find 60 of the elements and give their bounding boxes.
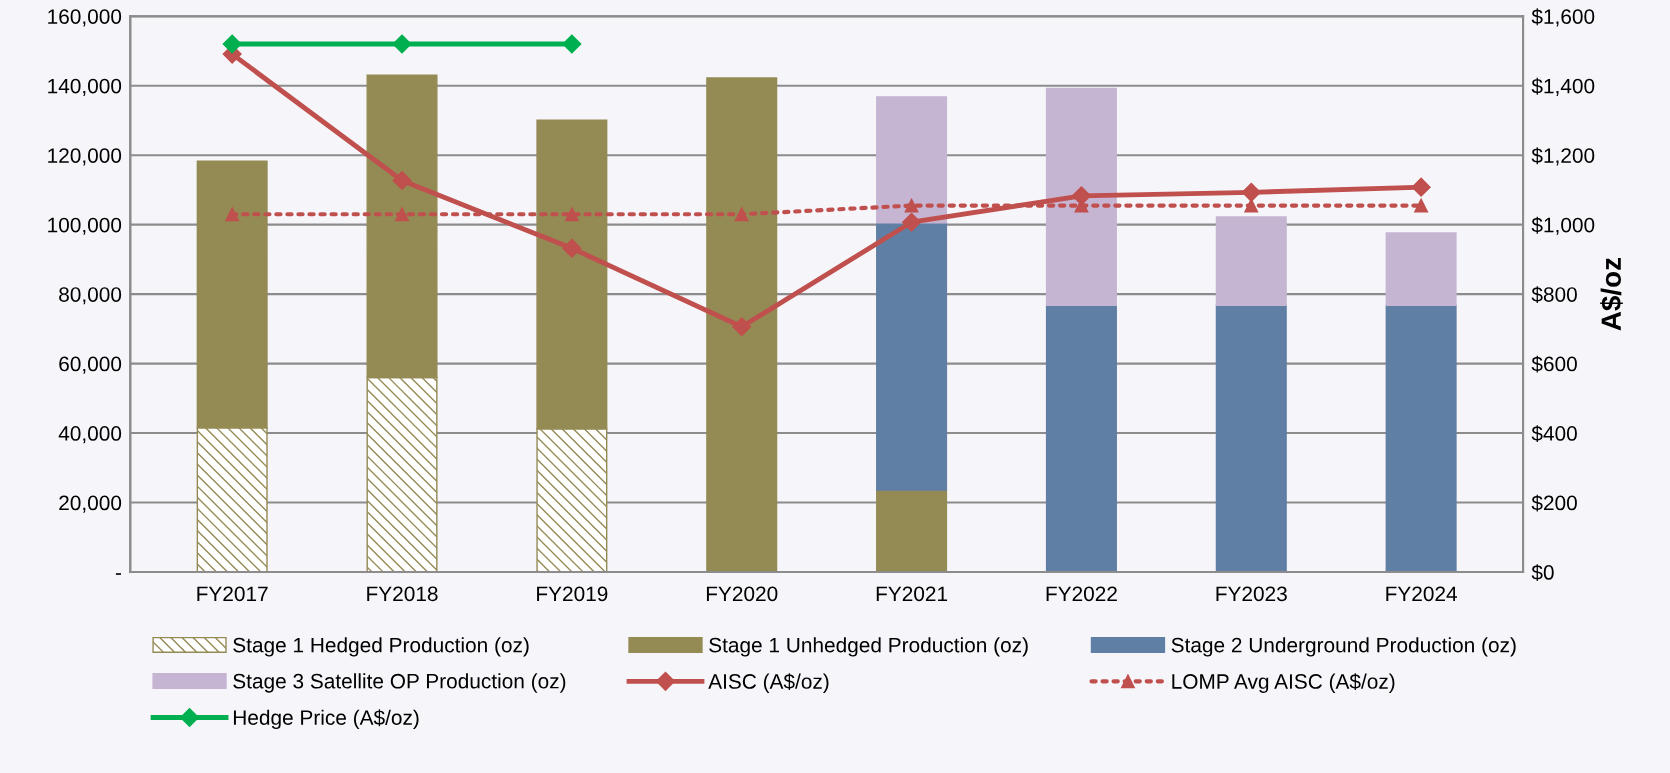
y-tick-label: - [115,573,121,575]
y2-axis-title: A$/oz [1600,258,1623,331]
y-tick-label: 20,000 [59,495,122,513]
y2-tick-label: $1,200 [1531,147,1595,166]
y2-tick-label: $800 [1531,286,1577,304]
point [1411,177,1431,197]
x-tick-label: FY2022 [1046,586,1117,602]
y-tick-label: 60,000 [59,356,122,374]
bar [876,222,948,491]
point [562,34,582,54]
point [395,207,409,222]
y2-tick-label: $0 [1531,564,1554,582]
point [732,317,752,337]
bar [1385,232,1457,306]
y2-tick-label: $600 [1531,355,1577,373]
legend-label: Stage 1 Hedged Production (oz) [233,637,529,657]
legend-label: Stage 3 Satellite OP Production (oz) [233,673,566,693]
y2-tick-label: $1,400 [1531,77,1595,96]
legend-label: Stage 2 Underground Production (oz) [1171,637,1516,657]
point [1244,198,1259,213]
y-tick-label: 100,000 [48,217,122,235]
x-tick-label: FY2020 [706,586,778,602]
x-tick-label: FY2017 [197,586,268,602]
bar [1385,304,1457,573]
y-tick-label: 140,000 [48,78,122,96]
point [1414,198,1429,213]
legend-label: LOMP Avg AISC (A$/oz) [1172,673,1395,693]
bar [1215,304,1287,573]
bar [706,77,778,573]
y2-tick-label: $400 [1531,425,1577,443]
legend-label: AISC (A$/oz) [708,673,829,693]
bar [1045,87,1117,306]
point [392,34,412,54]
point [562,238,582,258]
legend-label: Hedge Price (A$/oz) [233,709,419,730]
y-tick-label: 40,000 [58,426,122,444]
y-tick-label: 80,000 [59,287,122,305]
point [392,171,412,191]
point [1241,182,1261,202]
point [564,207,579,222]
y2-tick-label: $200 [1531,494,1577,512]
point [904,198,919,213]
x-tick-label: FY2024 [1386,586,1458,602]
point [734,207,749,222]
bar [876,96,948,224]
bar [876,489,948,573]
y2-tick-label: $1,000 [1531,216,1595,235]
y-tick-label: 120,000 [48,148,122,166]
x-tick-label: FY2021 [876,586,948,602]
x-tick-label: FY2018 [367,586,438,602]
point [222,34,242,54]
legend-label: Stage 1 Unhedged Production (oz) [709,637,1028,657]
point [902,212,922,232]
y2-tick-label: $1,600 [1531,8,1595,27]
bar [1215,216,1287,306]
y-tick-label: 160,000 [48,9,122,27]
point [225,207,240,222]
x-tick-label: FY2019 [537,586,608,602]
x-tick-label: FY2023 [1216,586,1287,602]
bar [1045,304,1117,573]
